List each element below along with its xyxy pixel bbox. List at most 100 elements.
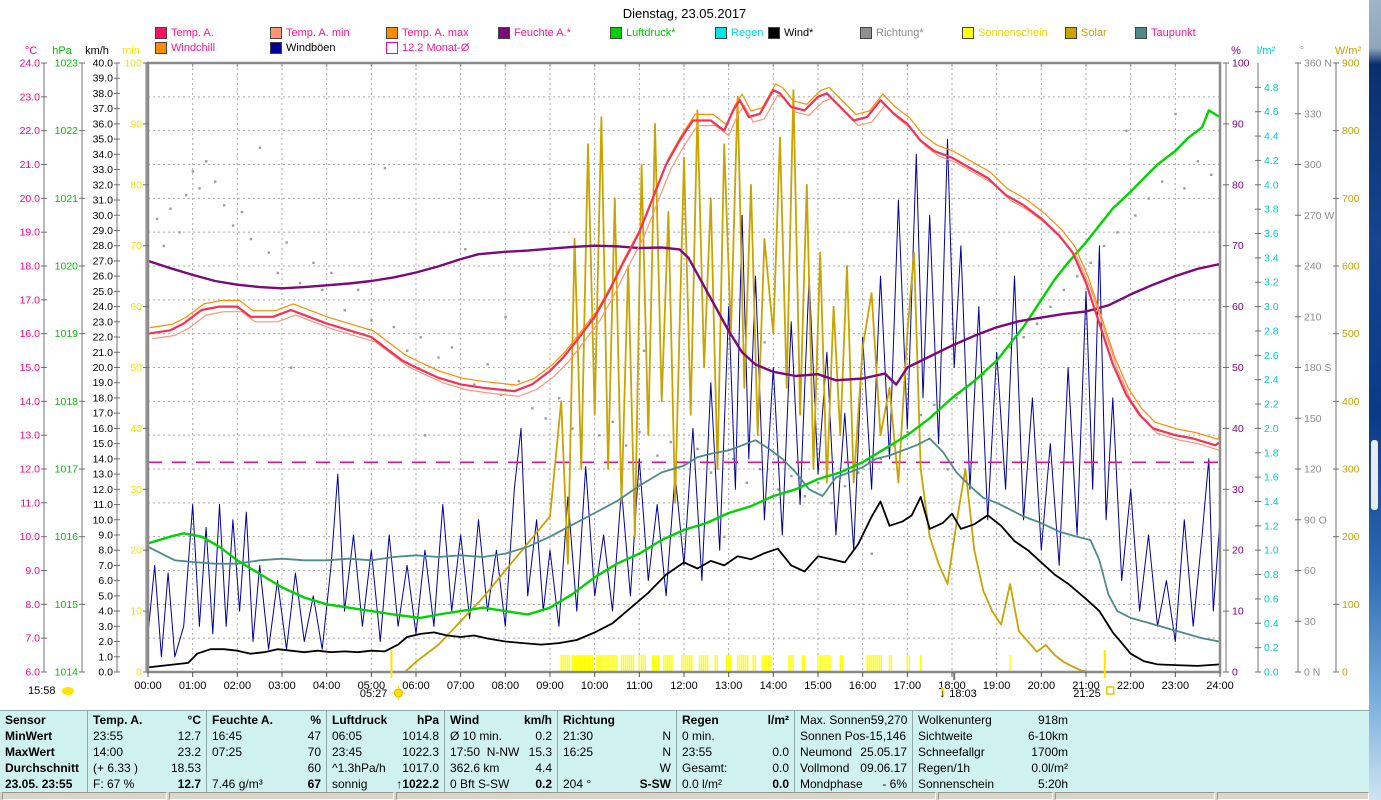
table-row: 0 Bft S-SW 0.2 — [450, 776, 552, 792]
axis-label-temp-c: 9.0 — [25, 565, 40, 577]
axis-label-percent: 40 — [1232, 423, 1244, 435]
table-row: W — [563, 760, 671, 776]
table-cell: 06:05 — [332, 729, 363, 743]
axis-label-kmh: 40.0 — [93, 58, 114, 70]
richtung-dot — [1102, 244, 1106, 248]
legend-label-wind: Wind* — [784, 27, 814, 39]
richtung-dot — [240, 210, 244, 214]
axis-label-kmh: 26.0 — [93, 271, 114, 283]
richtung-dot — [423, 434, 427, 437]
axis-label-hpa: 1021 — [55, 193, 79, 205]
axis-label-lm2: 4.2 — [1264, 155, 1279, 167]
table-cell: l/m² — [767, 713, 789, 727]
table-cell: 23:55 — [682, 745, 713, 759]
richtung-dot — [879, 457, 882, 461]
axis-label-kmh: 30.0 — [93, 210, 114, 222]
table-col-temp-a-: Temp. A. °C 23:55 12.7 14:00 23.2 (+ 6.33 ) 18.… — [88, 711, 207, 793]
richtung-dot — [638, 430, 641, 434]
richtung-dot — [450, 346, 454, 349]
richtung-dot — [231, 224, 235, 227]
table-row: 16:25 N — [563, 744, 671, 760]
richtung-dot — [383, 166, 387, 170]
table-col-richtung: Richtung 21:30 N 16:25 N W 204 ° S-SW — [558, 711, 677, 793]
time-label: 04:00 — [313, 680, 341, 692]
richtung-dot — [1062, 288, 1066, 292]
table-cell: 0.2 — [535, 729, 552, 743]
table-cell: (+ 6.33 ) — [93, 761, 139, 775]
axis-label-kmh: 37.0 — [93, 103, 114, 115]
richtung-dot — [857, 471, 860, 474]
richtung-dot — [598, 434, 601, 437]
axis-label-kmh: 28.0 — [93, 240, 114, 252]
table-row: Durchschnitt — [5, 760, 82, 776]
table-row: 17:50 N-NW 15.3 — [450, 744, 552, 760]
table-row: 21:30 N — [563, 728, 671, 744]
axis-label-hpa: 1023 — [55, 58, 79, 70]
time-label: 16:00 — [849, 680, 877, 692]
richtung-dot — [486, 363, 489, 366]
legend-swatch-luftdruck-icon — [610, 27, 622, 39]
richtung-dot — [790, 474, 793, 478]
status-bar-segment — [169, 792, 394, 800]
series-temp-a-max — [149, 83, 1221, 440]
table-cell: 918m — [1037, 713, 1068, 727]
richtung-dot — [1116, 231, 1119, 234]
time-label: 19:00 — [983, 680, 1011, 692]
richtung-dot — [723, 535, 726, 539]
axis-label-hpa: 1017 — [55, 464, 79, 476]
axis-unit-percent: % — [1231, 45, 1241, 57]
table-cell: 362.6 km — [450, 761, 500, 775]
table-cell: 18.53 — [170, 761, 201, 775]
axis-label-wm2: 700 — [1342, 193, 1360, 205]
axis-label-temp-c: 14.0 — [20, 396, 41, 408]
axis-label-temp-c: 17.0 — [20, 294, 41, 306]
axis-label-degrees: 150 — [1304, 413, 1322, 425]
axis-label-kmh: 36.0 — [93, 118, 114, 130]
sensor-summary-table: Sensor MinWert MaxWert Durchschnitt 23.05. 2… — [0, 710, 1369, 793]
table-cell: MaxWert — [5, 745, 55, 759]
axis-label-degrees: 240 — [1304, 261, 1322, 273]
legend-swatch-feuchte-a-icon — [498, 27, 510, 39]
richtung-dot — [330, 271, 333, 275]
axis-label-kmh: 35.0 — [93, 134, 114, 146]
table-cell: 70 — [307, 745, 321, 759]
time-label: 24:00 — [1206, 680, 1234, 692]
table-cell: hPa — [416, 713, 439, 727]
table-cell: Feuchte A. — [212, 713, 273, 727]
richtung-dot — [169, 207, 172, 210]
table-cell: 16:25 — [563, 745, 594, 759]
richtung-dot — [642, 349, 646, 352]
table-col-sensor: Sensor MinWert MaxWert Durchschnitt 23.05. 2… — [0, 711, 88, 793]
axis-label-percent: 50 — [1232, 362, 1244, 374]
table-row: 07:25 70 — [212, 744, 321, 760]
table-row: 7.46 g/m³ 67 — [212, 776, 321, 792]
richtung-dot — [696, 447, 699, 451]
legend-item-monat: 12.2 Monat-Ø — [386, 42, 469, 54]
richtung-dot — [504, 315, 507, 319]
table-cell: 0 Bft S-SW — [450, 777, 510, 791]
table-row: sonnig ↑1022.2 — [332, 776, 439, 792]
table-cell: 23.05. 23:55 — [5, 777, 73, 791]
table-cell: 6-10km — [1027, 729, 1068, 743]
legend-swatch-temp-a-min-icon — [270, 27, 282, 39]
axis-unit-hpa: hPa — [52, 45, 72, 57]
richtung-dot — [205, 160, 208, 163]
moon-cloud-icon — [62, 687, 74, 695]
table-row: Gesamt: 0.0 — [682, 760, 789, 776]
axis-label-temp-c: 10.0 — [20, 531, 41, 543]
table-cell: Regen — [682, 713, 719, 727]
axis-label-degrees: 210 — [1304, 311, 1322, 323]
richtung-dot — [258, 146, 262, 149]
richtung-dot — [763, 341, 766, 344]
richtung-dot — [198, 187, 201, 190]
table-cell: Wind — [450, 713, 480, 727]
time-label: 17:00 — [894, 680, 922, 692]
sunrise-sun-icon — [393, 688, 403, 698]
table-cell: 14:00 — [93, 745, 124, 759]
table-col-luftdruck: Luftdruck hPa 06:05 1014.8 23:45 1022.3 ^1.3hP… — [327, 711, 445, 793]
axis-label-degrees: 360 N — [1304, 58, 1332, 70]
desktop-scrollbar-fragment[interactable] — [1371, 440, 1378, 510]
legend-item-wind: Wind* — [768, 27, 813, 39]
richtung-dot — [1009, 346, 1012, 349]
axis-label-lm2: 2.4 — [1264, 374, 1279, 386]
